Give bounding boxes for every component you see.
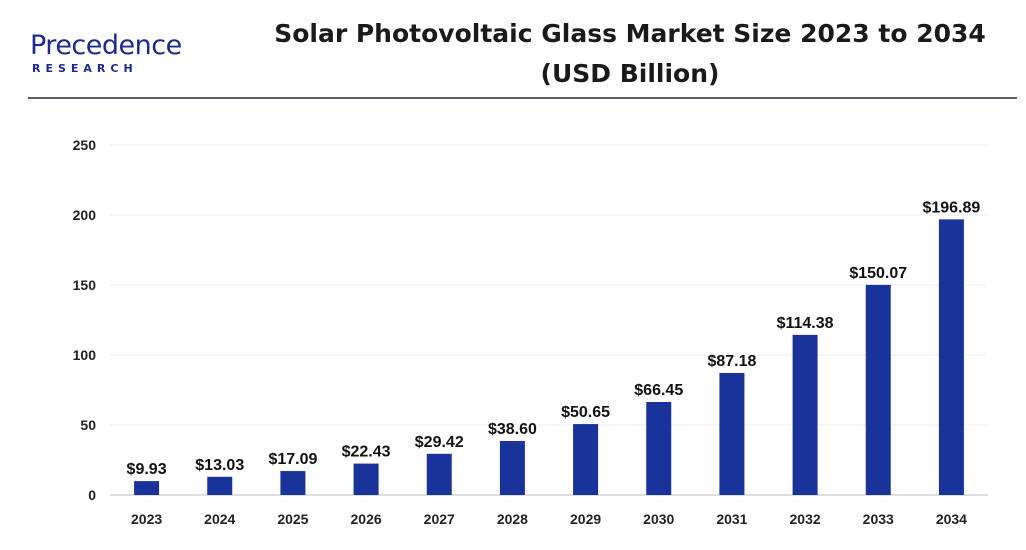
data-label: $114.38 xyxy=(777,315,834,332)
y-tick-label: 150 xyxy=(73,277,97,293)
y-tick-label: 250 xyxy=(73,137,97,153)
logo-subtext: RESEARCH xyxy=(32,62,138,75)
data-label: $196.89 xyxy=(922,199,980,216)
data-label: $22.43 xyxy=(342,444,391,461)
x-tick-label: 2026 xyxy=(351,511,382,527)
y-tick-label: 100 xyxy=(73,347,97,363)
data-label: $150.07 xyxy=(849,265,907,282)
bar xyxy=(499,440,525,495)
data-label: $38.60 xyxy=(488,421,537,438)
data-label: $13.03 xyxy=(195,457,244,474)
bar xyxy=(280,471,306,495)
data-label: $87.18 xyxy=(707,353,756,370)
bar xyxy=(134,481,160,495)
bar xyxy=(719,372,745,495)
bar xyxy=(865,284,891,495)
data-label: $17.09 xyxy=(268,451,317,468)
chart-title-line-1: Solar Photovoltaic Glass Market Size 202… xyxy=(274,19,986,48)
x-tick-label: 2029 xyxy=(570,511,601,527)
bar xyxy=(646,401,672,495)
data-label: $50.65 xyxy=(561,404,610,421)
x-tick-label: 2034 xyxy=(936,511,967,527)
data-label: $29.42 xyxy=(415,434,464,451)
y-tick-label: 50 xyxy=(80,417,96,433)
x-tick-label: 2024 xyxy=(204,511,235,527)
x-tick-label: 2025 xyxy=(277,511,308,527)
x-tick-label: 2027 xyxy=(424,511,455,527)
logo-wordmark: Precedence xyxy=(30,30,182,61)
bar xyxy=(207,476,233,495)
header-divider xyxy=(28,97,1017,99)
y-tick-label: 200 xyxy=(73,207,97,223)
bar xyxy=(792,334,818,495)
bar xyxy=(938,219,964,495)
x-tick-label: 2023 xyxy=(131,511,162,527)
chart-title-line-2: (USD Billion) xyxy=(540,59,720,88)
data-label: $9.93 xyxy=(127,461,167,478)
x-tick-label: 2031 xyxy=(716,511,747,527)
x-tick-label: 2028 xyxy=(497,511,528,527)
data-label: $66.45 xyxy=(634,382,683,399)
bar xyxy=(353,463,379,495)
x-tick-label: 2033 xyxy=(863,511,894,527)
x-tick-label: 2030 xyxy=(643,511,674,527)
chart-title: Solar Photovoltaic Glass Market Size 202… xyxy=(250,14,1010,94)
brand-logo: Precedence RESEARCH xyxy=(30,30,190,80)
bar xyxy=(573,424,599,495)
bar xyxy=(426,453,452,495)
x-tick-label: 2032 xyxy=(790,511,821,527)
y-tick-label: 0 xyxy=(88,487,96,503)
